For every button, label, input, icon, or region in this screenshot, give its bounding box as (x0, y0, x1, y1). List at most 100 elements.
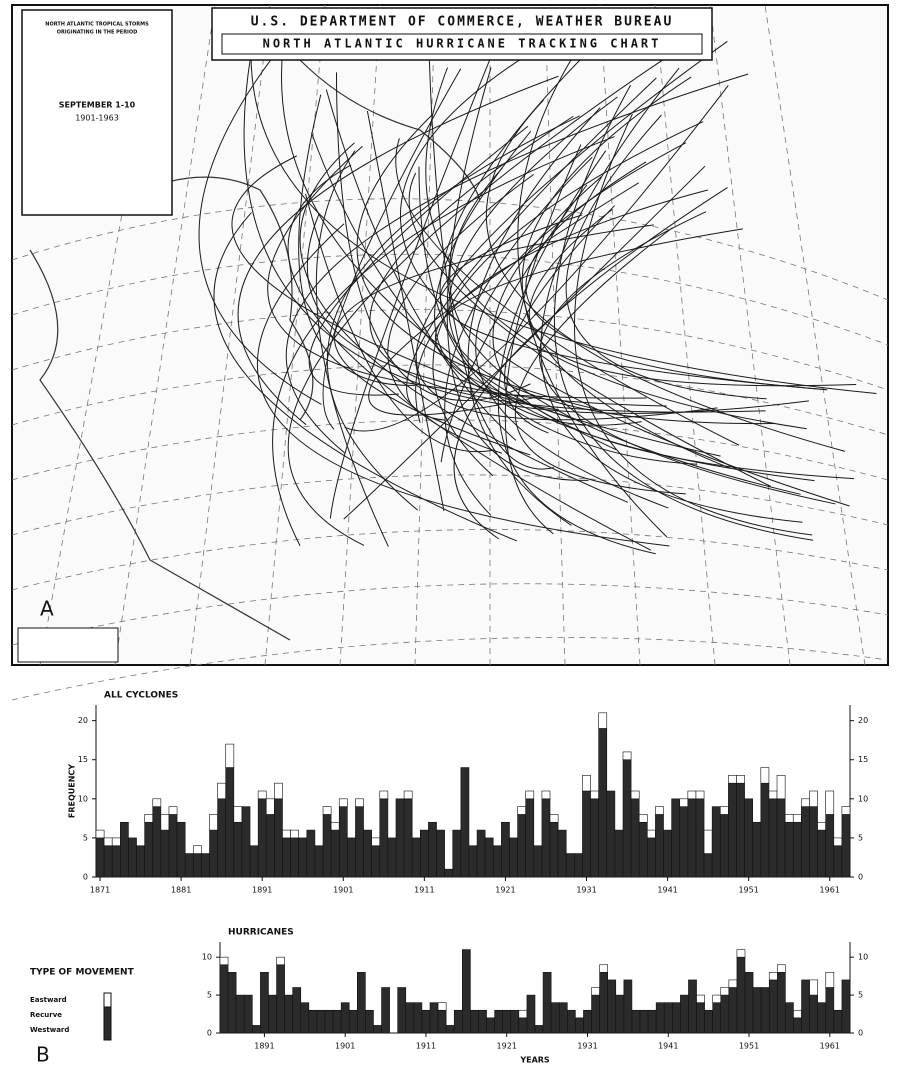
bar-segment (276, 956, 285, 966)
bar-segment (777, 964, 786, 973)
bar-segment (300, 1002, 310, 1034)
bar-segment (598, 712, 608, 729)
bar-segment (95, 829, 105, 839)
bar-segment (518, 1009, 528, 1019)
bar-segment (243, 994, 253, 1034)
bar-segment (825, 790, 835, 815)
bar-segment (365, 1009, 374, 1034)
bar-segment (533, 845, 543, 878)
bar-segment (525, 790, 535, 800)
bar-segment (736, 782, 745, 878)
bar-segment (752, 987, 762, 1034)
bar-segment (268, 994, 277, 1034)
x-tick-label: 1911 (414, 886, 434, 895)
graticule (11, 419, 889, 481)
bar-segment (322, 806, 332, 815)
panel-label: B (36, 1043, 50, 1067)
track (387, 173, 535, 454)
bar-segment (257, 798, 267, 878)
graticule (11, 583, 889, 646)
bar-segment (381, 987, 390, 1034)
bar-segment (590, 790, 599, 800)
coastline (29, 59, 481, 641)
bar-segment (679, 798, 689, 807)
track (231, 155, 580, 422)
bar-segment (599, 972, 608, 1034)
bar-segment (257, 790, 267, 800)
y-tick-label: 15 (858, 755, 868, 764)
bar-segment (541, 798, 551, 878)
x-tick-label: 1931 (576, 886, 596, 895)
y-tick-label: 10 (202, 953, 212, 962)
bar-segment (833, 837, 843, 847)
y-tick-label: 5 (83, 833, 88, 842)
bar-segment (550, 1002, 560, 1034)
bar-segment (510, 1009, 520, 1034)
bar-segment (478, 1009, 487, 1034)
track (449, 167, 801, 495)
track (256, 223, 670, 547)
bar-segment (379, 790, 389, 800)
y-axis-label: FREQUENCY (68, 764, 77, 818)
track (272, 136, 615, 546)
y-tick-label: 10 (858, 953, 868, 962)
bar-segment (502, 1009, 512, 1034)
track (335, 72, 531, 401)
graticule (11, 474, 889, 536)
track (418, 166, 642, 426)
bar-segment (233, 821, 243, 878)
bar-segment (209, 814, 218, 831)
bar-segment (615, 994, 625, 1034)
bar-segment (103, 837, 113, 847)
bar-segment (347, 837, 356, 878)
bar-segment (695, 798, 705, 878)
bar-segment (752, 821, 762, 878)
bar-segment (809, 994, 818, 1034)
graticule (654, 4, 716, 666)
bar-segment (784, 814, 794, 823)
bar-segment (371, 837, 381, 847)
x-tick-label: 1961 (820, 1042, 840, 1051)
x-tick-label: 1941 (658, 1042, 678, 1051)
bar-segment (631, 1009, 641, 1034)
track (329, 36, 500, 519)
bar-segment (525, 798, 535, 878)
bar-segment (833, 845, 843, 878)
bar-segment (638, 821, 648, 878)
bar-segment (672, 1002, 681, 1034)
bar-segment (760, 987, 770, 1034)
bar-segment (688, 979, 697, 1034)
bar-segment (777, 972, 786, 1034)
bar-segment (817, 829, 826, 878)
bar-segment (453, 1009, 463, 1034)
bar-segment (526, 994, 536, 1034)
bar-segment (549, 814, 559, 823)
bar-segment (348, 1009, 358, 1034)
graticule (11, 529, 889, 591)
bar-segment (638, 814, 648, 823)
track (408, 172, 772, 487)
bar-segment (176, 821, 186, 878)
bar-segment (793, 1009, 802, 1019)
bar-segment (290, 837, 299, 878)
bar-segment (217, 782, 227, 800)
bar-segment (144, 821, 154, 878)
bar-segment (719, 814, 729, 878)
bar-segment (541, 790, 551, 800)
bar-segment (809, 806, 818, 878)
bar-segment (712, 994, 722, 1003)
bar-segment (120, 821, 129, 878)
bar-segment (696, 994, 705, 1003)
bar-segment (437, 1009, 447, 1034)
bar-segment (598, 728, 608, 878)
bar-segment (152, 798, 162, 807)
graticule (339, 4, 381, 666)
bar-segment (111, 845, 121, 878)
bar-segment (793, 1017, 802, 1034)
bar-segment (583, 1009, 592, 1034)
track (415, 40, 728, 421)
title-inner-box (221, 33, 703, 55)
bar-segment (801, 806, 810, 878)
graticule (599, 4, 641, 666)
